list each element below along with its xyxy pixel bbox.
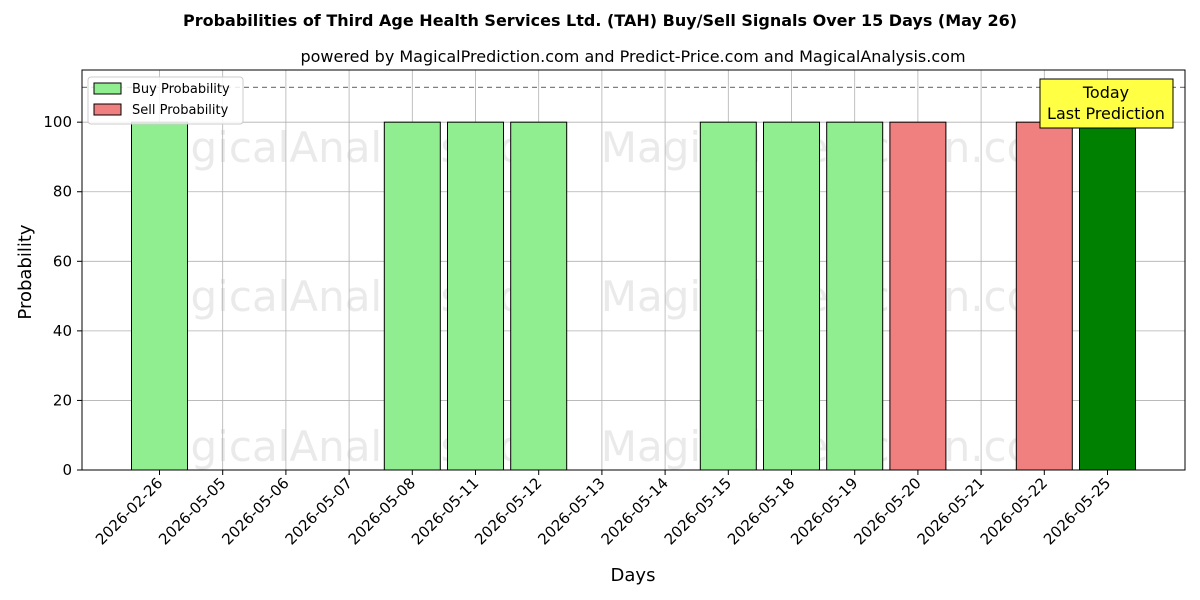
y-tick-label: 40 <box>53 322 72 340</box>
legend-swatch <box>93 82 122 95</box>
bar <box>1015 121 1073 471</box>
y-tick-label: 100 <box>43 113 72 131</box>
x-tick-label: 2026-05-22 <box>977 474 1051 548</box>
x-tick-label: 2026-05-07 <box>282 474 356 548</box>
today-label: Last Prediction <box>1047 104 1165 123</box>
x-axis-label: Days <box>611 565 656 586</box>
x-tick-label: 2026-05-11 <box>408 474 482 548</box>
bar <box>889 121 947 471</box>
x-tick-label: 2026-02-26 <box>92 474 166 548</box>
bar <box>1079 121 1136 471</box>
x-tick-label: 2026-05-08 <box>345 474 419 548</box>
x-tick-label: 2026-05-18 <box>724 474 798 548</box>
x-tick-label: 2026-05-19 <box>787 474 861 548</box>
x-tick-label: 2026-05-05 <box>155 474 229 548</box>
y-tick-label: 0 <box>62 461 72 479</box>
x-tick-label: 2026-05-13 <box>534 474 608 548</box>
x-tick-label: 2026-05-25 <box>1040 474 1114 548</box>
bar <box>826 121 884 471</box>
y-axis-label: Probability <box>15 224 36 319</box>
chart-subtitle: powered by MagicalPrediction.com and Pre… <box>300 47 965 66</box>
plot-frame <box>81 69 1186 471</box>
bar <box>510 121 568 471</box>
legend-label: Buy Probability <box>132 82 230 97</box>
today-label: Today <box>1082 83 1129 102</box>
bar <box>447 121 504 471</box>
bar <box>699 121 757 471</box>
y-tick-label: 20 <box>53 391 72 409</box>
chart-title: Probabilities of Third Age Health Servic… <box>183 11 1017 30</box>
legend: Buy Probability Sell Probability <box>87 76 244 125</box>
x-tick-label: 2026-05-15 <box>661 474 735 548</box>
bar <box>763 121 820 471</box>
x-tick-label: 2026-05-06 <box>218 474 292 548</box>
bar <box>383 121 441 471</box>
legend-label: Sell Probability <box>132 103 229 118</box>
legend-swatch <box>93 103 122 116</box>
y-tick-label: 80 <box>53 183 72 201</box>
y-tick-label: 60 <box>53 252 72 270</box>
x-tick-label: 2026-05-12 <box>471 474 545 548</box>
bar <box>131 121 188 471</box>
x-tick-label: 2026-05-14 <box>598 474 672 548</box>
today-box <box>1039 78 1174 129</box>
legend-box <box>87 76 244 125</box>
today-annotation: Today Last Prediction <box>1039 78 1174 129</box>
x-tick-label: 2026-05-20 <box>850 474 924 548</box>
x-tick-label: 2026-05-21 <box>914 474 988 548</box>
